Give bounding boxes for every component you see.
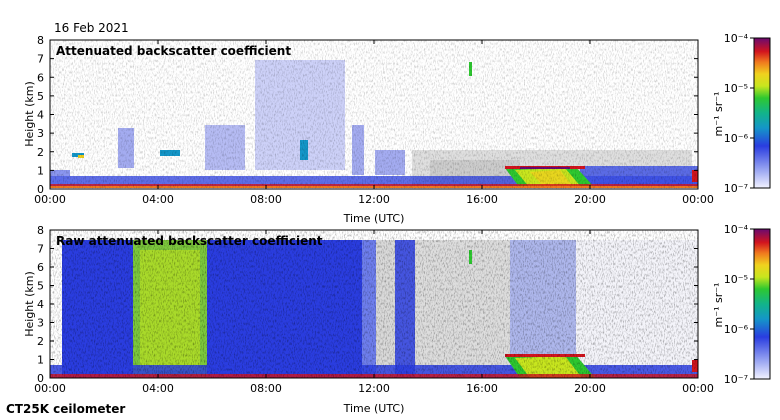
colorbar-unit-label: m⁻¹ sr⁻¹ — [712, 283, 725, 328]
x-tick-label: 08:00 — [250, 382, 282, 395]
x-tick-label: 20:00 — [574, 193, 606, 206]
date-label: 16 Feb 2021 — [54, 21, 129, 35]
panel-title: Attenuated backscatter coefficient — [56, 44, 291, 58]
colorbar-tick-label: 10⁻⁷ — [724, 373, 748, 386]
x-tick-label: 16:00 — [466, 382, 498, 395]
colorbar-unit-label: m⁻¹ sr⁻¹ — [712, 92, 725, 137]
y-tick-label: 2 — [37, 146, 44, 159]
x-tick-label: 00:00 — [34, 382, 66, 395]
colorbar-tick-label: 10⁻⁴ — [724, 223, 749, 236]
instrument-label: CT25K ceilometer — [6, 402, 125, 416]
y-tick-label: 6 — [37, 261, 44, 274]
colorbar-tick-label: 10⁻⁶ — [724, 132, 749, 145]
colorbar-tick-label: 10⁻⁷ — [724, 182, 748, 195]
heatmap-attenuated — [50, 40, 698, 189]
colorbar-gradient — [753, 37, 771, 189]
x-tick-label: 16:00 — [466, 193, 498, 206]
colorbar-tick-label: 10⁻⁵ — [724, 82, 748, 95]
x-tick-label: 08:00 — [250, 193, 282, 206]
x-tick-label: 00:00 — [682, 382, 714, 395]
x-tick-label: 04:00 — [142, 382, 174, 395]
colorbar-2: 10⁻⁴ 10⁻⁵ 10⁻⁶ 10⁻⁷ m⁻¹ sr⁻¹ — [712, 223, 771, 386]
y-tick-label: 3 — [37, 317, 44, 330]
y-tick-label: 1 — [37, 354, 44, 367]
x-tick-label: 04:00 — [142, 193, 174, 206]
y-axis-label: Height (km) — [23, 81, 36, 147]
colorbar-tick-label: 10⁻⁵ — [724, 273, 748, 286]
y-axis-label: Height (km) — [23, 271, 36, 337]
colorbar-1: 10⁻⁴ 10⁻⁵ 10⁻⁶ 10⁻⁷ m⁻¹ sr⁻¹ — [712, 32, 771, 195]
y-tick-label: 5 — [37, 90, 44, 103]
panel-attenuated-backscatter: 00:00 04:00 08:00 12:00 16:00 20:00 00:0001234… — [23, 34, 714, 225]
y-tick-label: 0 — [37, 183, 44, 196]
x-axis-label: Time (UTC) — [343, 402, 405, 415]
y-tick-label: 3 — [37, 127, 44, 140]
panel-raw-attenuated-backscatter: 00:00 04:00 08:00 12:00 16:00 20:00 00:0001234… — [23, 224, 714, 415]
heatmap-raw — [50, 230, 698, 378]
colorbar-tick-label: 10⁻⁶ — [724, 323, 749, 336]
y-tick-label: 6 — [37, 71, 44, 84]
y-tick-label: 8 — [37, 224, 44, 237]
x-tick-label: 20:00 — [574, 382, 606, 395]
y-tick-label: 2 — [37, 335, 44, 348]
colorbar-gradient — [753, 228, 771, 380]
colorbar-tick-label: 10⁻⁴ — [724, 32, 749, 45]
y-tick-label: 7 — [37, 53, 44, 66]
panel-title: Raw attenuated backscatter coefficient — [56, 234, 323, 248]
y-tick-label: 0 — [37, 372, 44, 385]
x-tick-label: 00:00 — [34, 193, 66, 206]
y-tick-label: 4 — [37, 298, 44, 311]
x-tick-label: 12:00 — [358, 193, 390, 206]
y-tick-label: 4 — [37, 109, 44, 122]
y-tick-label: 5 — [37, 280, 44, 293]
x-tick-label: 00:00 — [682, 193, 714, 206]
y-tick-label: 8 — [37, 34, 44, 47]
x-axis-label: Time (UTC) — [343, 212, 405, 225]
y-tick-label: 7 — [37, 243, 44, 256]
x-tick-label: 12:00 — [358, 382, 390, 395]
y-tick-label: 1 — [37, 164, 44, 177]
